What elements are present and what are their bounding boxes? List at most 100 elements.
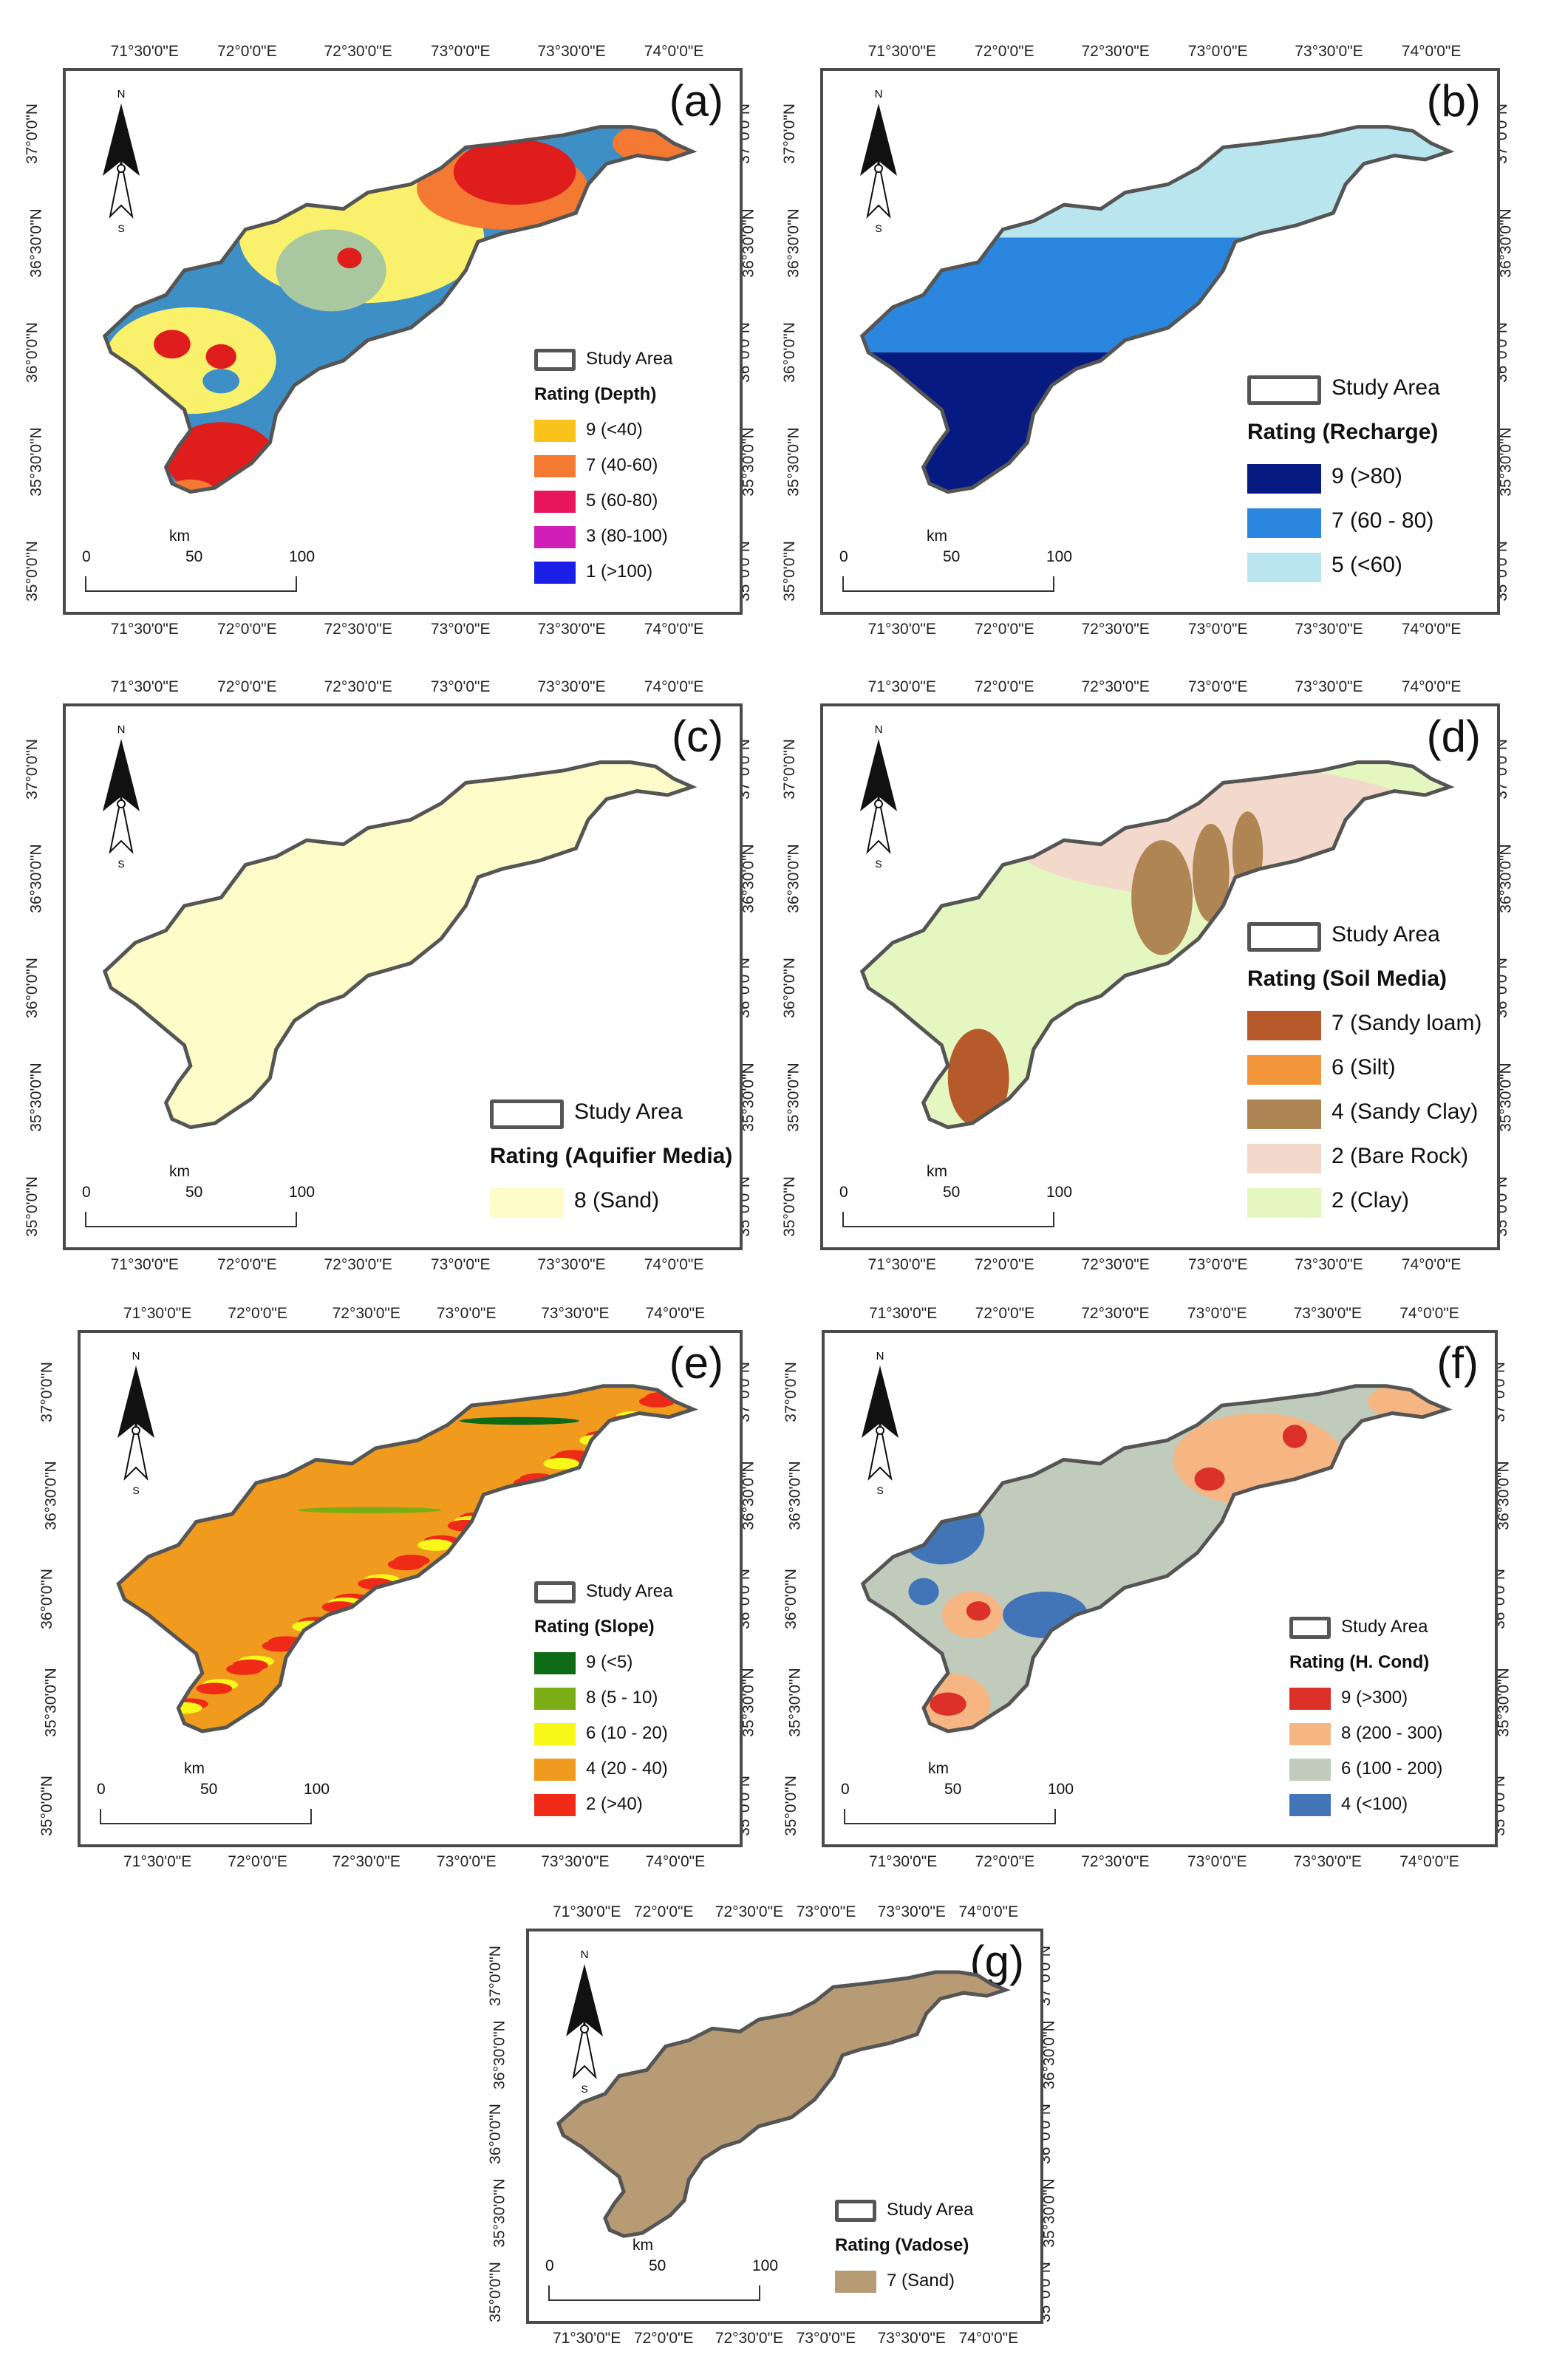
longitude-label: 72°0'0"E [975, 1853, 1035, 1870]
legend: Study Area Rating (Aquifier Media) 8 (Sand… [490, 1099, 732, 1232]
longitude-label: 73°30'0"E [877, 1903, 946, 1920]
legend-swatch [534, 1759, 576, 1781]
legend-swatch [534, 420, 576, 442]
legend-item-label: 4 (20 - 40) [586, 1759, 668, 1779]
north-letter: N [876, 1350, 884, 1363]
legend-swatch [1289, 1688, 1331, 1710]
study-area-boundary [102, 760, 698, 1130]
scale-bar [842, 1212, 1054, 1227]
longitude-label: 73°30'0"E [1293, 1853, 1362, 1870]
catchment-map [102, 125, 698, 494]
scale-tick: 0 [82, 548, 91, 565]
study-area-boundary [556, 1970, 1011, 2238]
scale-tick: 100 [1046, 548, 1073, 565]
south-letter: S [876, 1484, 883, 1496]
longitude-label: 73°30'0"E [877, 2330, 946, 2347]
study-area-boundary [102, 125, 698, 494]
map-zone [483, 1496, 519, 1509]
longitude-label: 72°0'0"E [975, 621, 1034, 638]
longitude-label: 74°0'0"E [1401, 678, 1462, 695]
legend-item-label: 4 (Sandy Clay) [1332, 1099, 1479, 1124]
longitude-label: 71°30'0"E [110, 678, 179, 695]
legend-title: Rating (Recharge) [1247, 420, 1439, 444]
longitude-label: 73°30'0"E [1293, 1305, 1362, 1322]
north-arrow-icon: NS [103, 723, 140, 870]
scale-tick: 0 [82, 1184, 91, 1201]
longitude-label: 73°30'0"E [537, 678, 606, 695]
south-letter: S [581, 2083, 587, 2095]
latitude-label: 35°0'0"N [23, 540, 41, 601]
scale-unit: km [927, 1163, 947, 1180]
longitude-label: 72°0'0"E [217, 621, 277, 638]
latitude-label: 36°30'0"N [785, 844, 802, 913]
scale-tick: 100 [304, 1781, 330, 1798]
longitude-label: 71°30'0"E [868, 1853, 938, 1870]
panel-tag: (b) [1426, 76, 1481, 126]
latitude-label: 36°0'0"N [780, 957, 798, 1018]
legend-swatch [1247, 1144, 1321, 1173]
latitude-label: 37°0'0"N [782, 1362, 799, 1422]
longitude-label: 72°0'0"E [217, 43, 277, 60]
legend-swatch [1247, 1188, 1321, 1218]
legend-swatch [1289, 1723, 1331, 1745]
longitude-label: 72°30'0"E [324, 621, 392, 638]
study-area-swatch [1289, 1617, 1331, 1639]
north-letter: N [581, 1948, 589, 1961]
longitude-label: 72°30'0"E [1081, 43, 1150, 60]
legend-swatch [1289, 1759, 1331, 1781]
scale-bar [100, 1809, 312, 1824]
south-letter: S [875, 222, 882, 234]
map-zone [1194, 1467, 1226, 1491]
study-area-swatch [835, 2200, 876, 2222]
longitude-label: 71°30'0"E [868, 1305, 938, 1322]
legend-swatch [1247, 1011, 1321, 1040]
longitude-label: 74°0'0"E [1401, 43, 1462, 60]
scale-unit: km [928, 1760, 949, 1777]
latitude-label: 36°30'0"N [740, 208, 757, 278]
latitude-label: 36°30'0"N [1495, 1461, 1513, 1530]
scale-tick: 0 [545, 2257, 554, 2274]
longitude-label: 74°0'0"E [958, 2330, 1019, 2347]
legend-title: Rating (Aquifier Media) [490, 1144, 733, 1168]
catchment-map [102, 760, 698, 1130]
map-zone [489, 1493, 526, 1504]
legend-item-label: 2 (Bare Rock) [1332, 1144, 1469, 1168]
legend-swatch [1247, 553, 1321, 582]
panel-tag: (c) [672, 712, 723, 761]
latitude-label: 35°30'0"N [740, 427, 757, 497]
scale-tick: 100 [1048, 1781, 1074, 1798]
longitude-label: 72°30'0"E [332, 1305, 400, 1322]
latitude-label: 37°0'0"N [486, 1946, 504, 2007]
map-zone [202, 369, 239, 394]
south-letter: S [117, 222, 124, 234]
scale-unit: km [169, 1163, 190, 1180]
zone-recharge-mid [862, 237, 1450, 353]
map-zone [153, 330, 191, 359]
map-zone [899, 1494, 985, 1565]
longitude-label: 74°0'0"E [645, 1305, 706, 1322]
legend-item-label: 9 (<5) [586, 1652, 633, 1672]
legend-item-label: 9 (>80) [1332, 464, 1402, 488]
legend-item-label: 8 (5 - 10) [586, 1688, 658, 1708]
scale-tick: 100 [289, 1184, 316, 1201]
zone-aquifer [104, 762, 692, 1128]
longitude-label: 72°0'0"E [228, 1305, 287, 1322]
longitude-label: 73°30'0"E [1295, 1256, 1363, 1273]
latitude-label: 35°0'0"N [782, 1776, 799, 1836]
latitude-label: 35°0'0"N [780, 1176, 798, 1237]
legend-swatch [1247, 464, 1321, 494]
legend: Study Area Rating (Soil Media) 7 (Sandy lo… [1247, 922, 1482, 1232]
zone-sandy-clay [1232, 811, 1263, 894]
scale-unit: km [633, 2237, 653, 2254]
longitude-label: 72°0'0"E [228, 1853, 287, 1870]
longitude-label: 72°30'0"E [1081, 678, 1150, 695]
legend-swatch [1247, 508, 1321, 538]
longitude-label: 73°0'0"E [1187, 621, 1248, 638]
map-zone [966, 1601, 992, 1621]
map-zone [166, 1702, 202, 1714]
longitude-label: 73°30'0"E [1295, 621, 1363, 638]
study-area-label: Study Area [1332, 375, 1440, 400]
longitude-label: 72°30'0"E [1081, 621, 1150, 638]
